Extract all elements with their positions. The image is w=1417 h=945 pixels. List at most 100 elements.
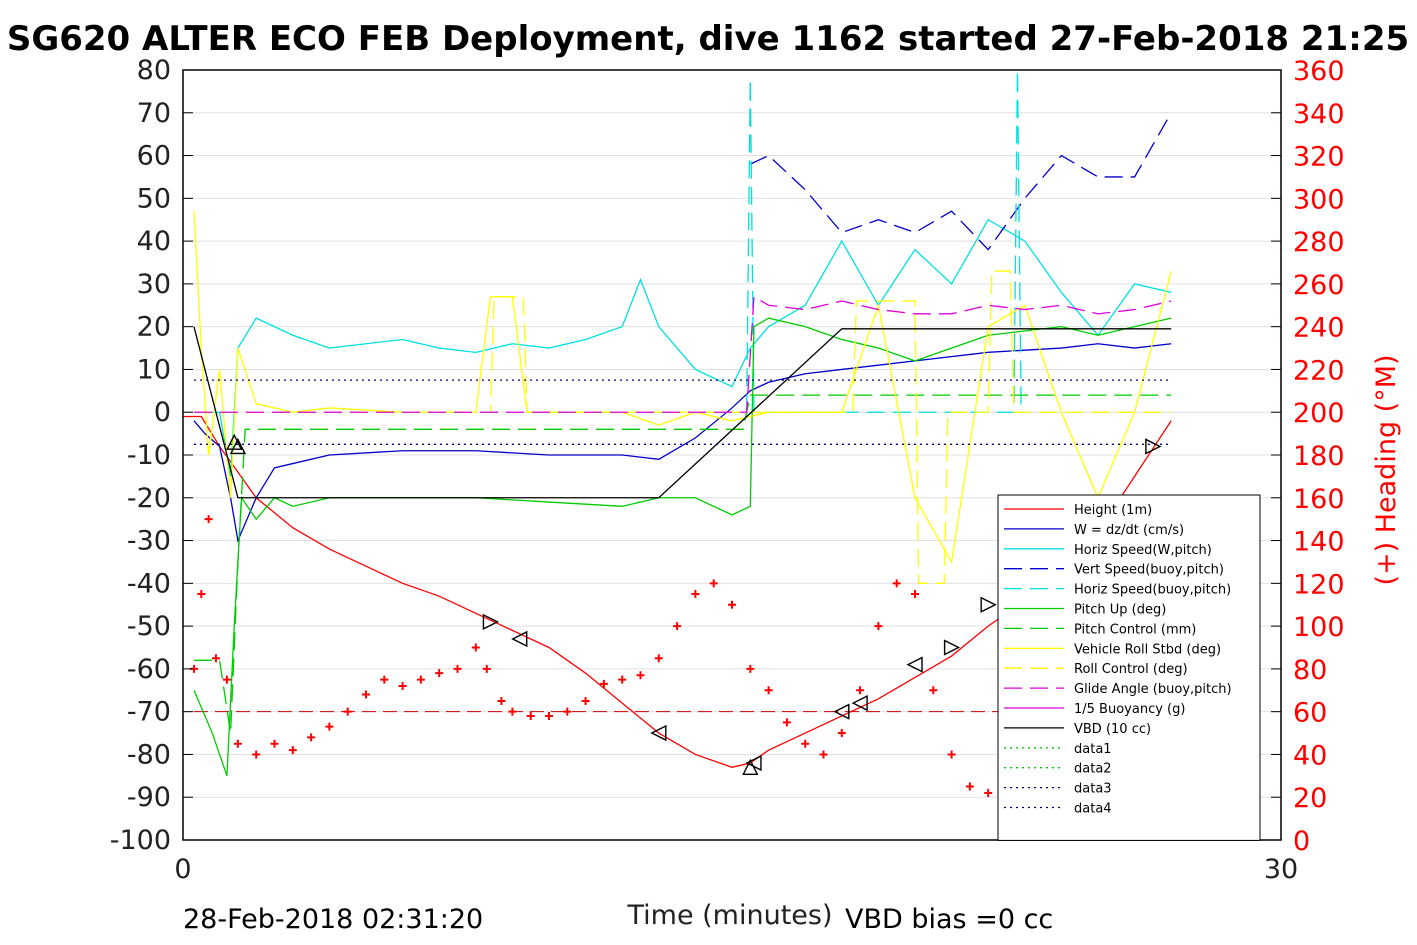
heading-point [453,664,462,673]
legend-entry: Horiz Speed(buoy,pitch) [1074,583,1231,598]
series-line-6 [193,394,1172,734]
heading-point [874,622,883,631]
y-axis-right: 3603403203002802602402202001801601401201… [1271,56,1345,857]
legend-entry: Height (1m) [1074,503,1152,518]
y2-tick-label: 200 [1293,398,1345,429]
legend-entry: Pitch Up (deg) [1074,603,1166,618]
y2-tick-label: 80 [1293,655,1327,686]
y2-tick-label: 180 [1293,441,1345,472]
heading-point [197,590,206,599]
triangle-marker [482,613,500,630]
triangle-marker [229,437,247,455]
y-tick-label: -30 [127,526,171,557]
legend-entry: VBD (10 cc) [1074,722,1151,737]
y2-tick-label: 140 [1293,527,1345,558]
y2-tick-label: 60 [1293,698,1327,729]
series-line-2 [193,218,1172,477]
triangle-marker [980,596,997,613]
legend: Height (1m) W = dz/dt (cm/s) Horiz Speed(W… [997,494,1261,841]
y-tick-label: 60 [137,141,171,172]
heading-point [233,739,242,748]
heading-point [618,675,627,684]
heading-point [416,675,425,684]
legend-entry: Glide Angle (buoy,pitch) [1074,682,1232,697]
y-tick-label: 40 [137,226,171,257]
y-tick-label: 10 [137,354,171,385]
x-axis-label: Time (minutes) [626,900,832,931]
x-tick-label: 30 [1264,854,1298,885]
heading-points [189,515,1139,802]
y2-tick-label: 120 [1293,569,1345,600]
series-lines [183,69,1172,777]
heading-point [222,675,231,684]
heading-point [581,696,590,705]
triangle-marker [226,433,243,450]
heading-point [691,590,700,599]
triangle-marker [742,758,759,775]
heading-point [482,664,491,673]
legend-entry: Vert Speed(buoy,pitch) [1074,563,1224,578]
y-tick-label: -80 [127,739,171,770]
series-line-0 [183,415,1172,768]
y2-tick-label: 360 [1293,56,1345,87]
heading-point [673,622,682,631]
footer-vbd-bias: VBD bias =0 cc [845,904,1053,935]
y2-tick-label: 260 [1293,270,1345,301]
triangle-marker [1145,438,1162,455]
legend-entry: W = dz/dt (cm/s) [1074,523,1184,538]
legend-entry: data4 [1074,802,1112,817]
x-axis: 0 30 [174,854,1298,885]
y-tick-label: -20 [127,483,171,514]
series-line-9 [193,295,1172,413]
heading-point [545,711,553,720]
heading-point [782,718,791,727]
heading-point [252,750,261,759]
y-tick-label: 30 [137,269,171,300]
y2-tick-label: 300 [1293,184,1345,215]
y2-tick-label: 240 [1293,313,1345,344]
heading-point [837,729,846,738]
y2-tick-label: 40 [1293,740,1327,771]
series-line-4 [745,69,1022,413]
heading-point [497,696,506,705]
heading-point [929,686,938,695]
y-tick-label: 80 [137,55,171,86]
chart-title: SG620 ALTER ECO FEB Deployment, dive 116… [7,19,1409,59]
legend-entry: Roll Control (deg) [1074,662,1188,677]
heading-point [965,782,974,791]
heading-point [270,739,279,748]
triangle-marker [833,703,850,720]
heading-point [288,746,297,755]
y-tick-label: -50 [127,611,171,642]
y2-tick-label: 100 [1293,612,1345,643]
heading-point [398,682,407,690]
heading-point [325,722,334,731]
heading-point [508,707,517,716]
y-tick-label: -10 [127,440,171,471]
y-tick-label: -60 [127,654,171,685]
y2-tick-label: 320 [1293,142,1345,173]
heading-point [728,600,736,609]
triangle-marker [906,656,923,673]
series-line-3 [750,112,1172,251]
heading-point [435,669,444,678]
heading-point [764,686,773,695]
y-tick-label: -40 [127,568,171,599]
heading-point [947,750,956,759]
heading-point [380,675,389,684]
heading-point [471,643,480,652]
heading-point [343,707,352,716]
y-tick-label: -90 [127,782,171,813]
heading-point [362,690,370,699]
heading-point [526,711,535,720]
triangle-marker [943,639,961,656]
triangle-marker [745,754,762,772]
heading-point [654,654,663,663]
heading-point [819,750,828,759]
heading-point [892,579,901,588]
heading-point [984,788,993,797]
heading-point [911,590,919,599]
triangle-marker [650,724,667,742]
y-tick-label: -100 [110,825,171,856]
